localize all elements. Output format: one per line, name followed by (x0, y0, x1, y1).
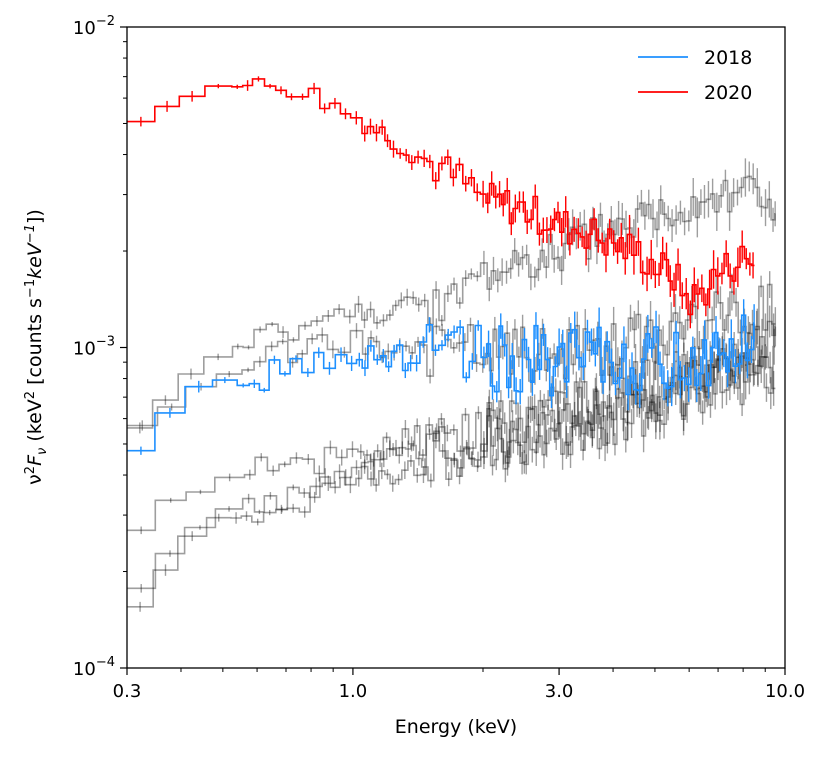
x-tick-label-3: 10.0 (765, 681, 805, 702)
y-tick-label-0: 10−4 (73, 655, 115, 680)
x-tick-label-2: 3.0 (545, 681, 574, 702)
legend-label-2018: 2018 (704, 47, 752, 69)
legend: 2018 2020 (638, 47, 752, 104)
legend-label-2020: 2020 (704, 82, 752, 104)
series-archival-4-step (127, 336, 776, 590)
y-tick-label-1: 10−3 (73, 335, 115, 360)
x-tick-label-1: 1.0 (339, 681, 368, 702)
x-tick-label-0: 0.3 (113, 681, 142, 702)
y-tick-label-2: 10−2 (73, 14, 115, 39)
y-axis-label: ν2Fν (keV2 [counts s−1keV−1]) (23, 209, 50, 485)
series-2018 (127, 299, 755, 455)
x-axis-label: Energy (keV) (395, 716, 517, 738)
series-2020 (127, 76, 755, 329)
axes-layer: 0.3 1.0 3.0 10.0 10−4 10−3 10−2 (73, 14, 805, 702)
series-layer (127, 76, 777, 612)
series-archival-1-step (127, 175, 776, 429)
